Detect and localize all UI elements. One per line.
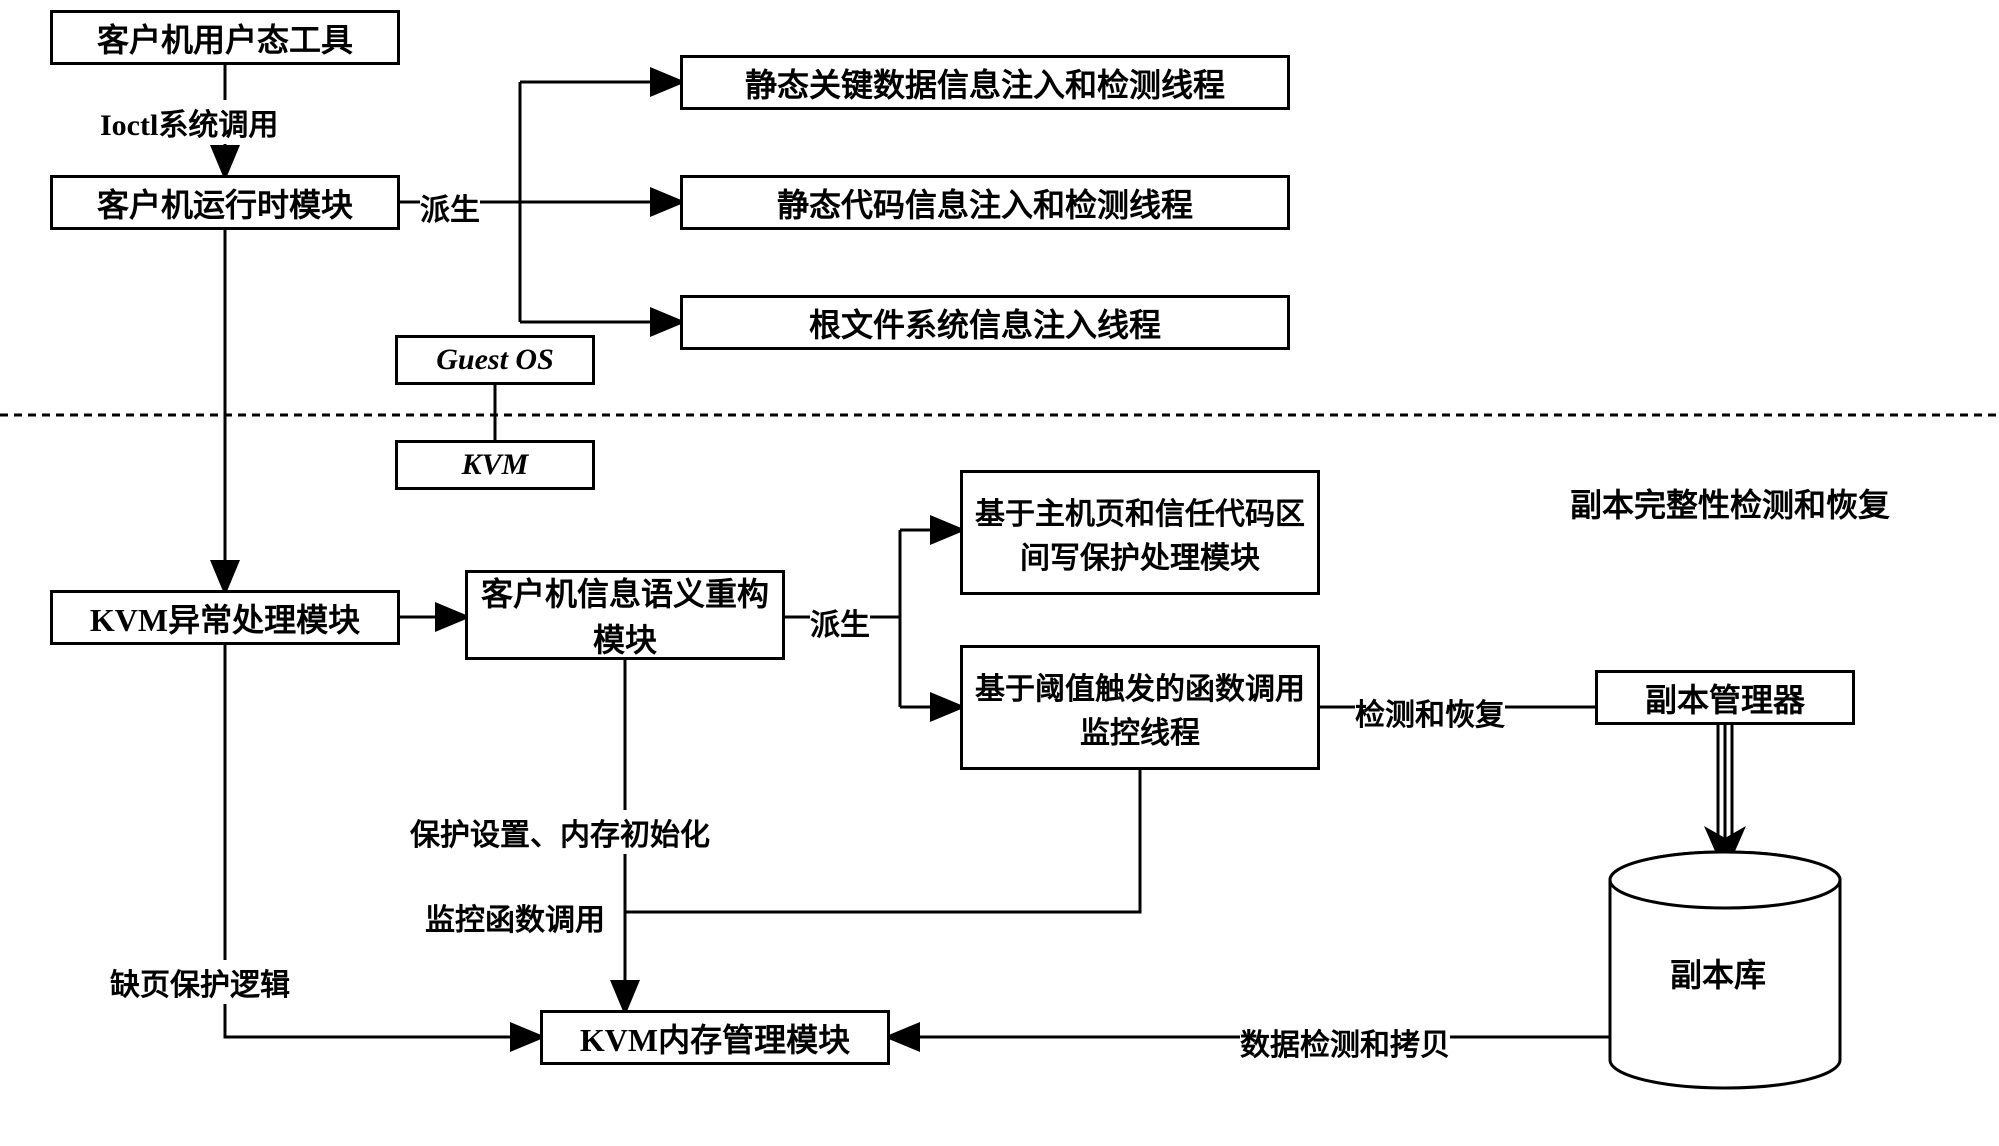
threshold-box: 基于阈值触发的函数调用监控线程 xyxy=(960,645,1320,770)
derive2-label: 派生 xyxy=(810,600,870,644)
derive1-label: 派生 xyxy=(420,185,480,229)
client-runtime-box: 客户机运行时模块 xyxy=(50,175,400,230)
kvm-mem-box: KVM内存管理模块 xyxy=(540,1010,890,1065)
replica-lib-label: 副本库 xyxy=(1670,950,1766,996)
kvm-exc-box: KVM异常处理模块 xyxy=(50,590,400,645)
client-user-tool-box: 客户机用户态工具 xyxy=(50,10,400,65)
host-page-box: 基于主机页和信任代码区间写保护处理模块 xyxy=(960,470,1320,595)
detect-recover-label: 检测和恢复 xyxy=(1355,690,1505,734)
ioctl-label: Ioctl系统调用 xyxy=(100,100,278,144)
static-code-box: 静态代码信息注入和检测线程 xyxy=(680,175,1290,230)
root-fs-box: 根文件系统信息注入线程 xyxy=(680,295,1290,350)
kvm-box: KVM xyxy=(395,440,595,490)
replica-mgr-box: 副本管理器 xyxy=(1595,670,1855,725)
data-copy-label: 数据检测和拷贝 xyxy=(1240,1020,1450,1064)
client-sem-box: 客户机信息语义重构模块 xyxy=(465,570,785,660)
replica-detect-label: 副本完整性检测和恢复 xyxy=(1530,480,1930,526)
protect-set-label: 保护设置、内存初始化 xyxy=(410,810,710,854)
static-key-data-box: 静态关键数据信息注入和检测线程 xyxy=(680,55,1290,110)
monitor-call-label: 监控函数调用 xyxy=(425,895,605,939)
guest-os-box: Guest OS xyxy=(395,335,595,385)
page-fault-label: 缺页保护逻辑 xyxy=(110,960,290,1004)
